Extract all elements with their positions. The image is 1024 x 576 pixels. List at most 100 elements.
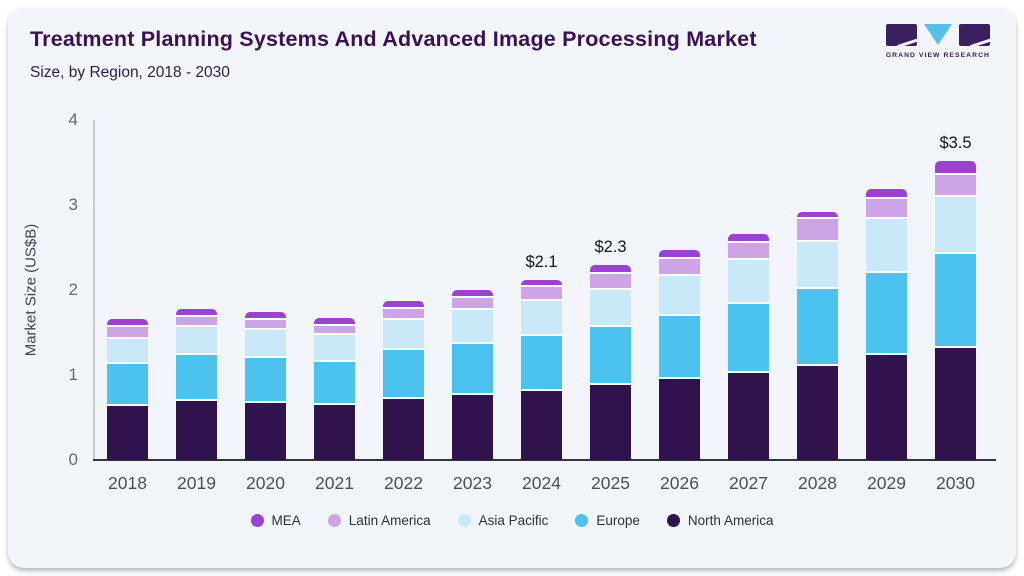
bar-2023 — [452, 120, 493, 460]
bar-segment-north-america — [935, 347, 976, 460]
bar-segment-mea — [866, 188, 907, 200]
bar-segment-mea — [728, 233, 769, 244]
bar-segment-asia-pacific — [866, 217, 907, 273]
bar-segment-europe — [728, 301, 769, 374]
grand-view-research-logo: GRAND VIEW RESEARCH — [878, 24, 990, 59]
x-axis-label: 2024 — [522, 473, 561, 493]
bar-segment-mea — [590, 265, 631, 274]
x-axis-label: 2020 — [246, 473, 285, 493]
bar-segment-europe — [935, 252, 976, 348]
chart-card: Treatment Planning Systems And Advanced … — [8, 8, 1016, 568]
bar-segment-mea — [797, 211, 838, 220]
x-axis-label: 2019 — [177, 473, 216, 493]
logo-triangle-icon — [924, 24, 952, 45]
logo-brand-text: GRAND VIEW RESEARCH — [885, 52, 990, 59]
bar-segment-europe — [521, 333, 562, 392]
bar-segment-latin-america — [728, 241, 769, 261]
bar-segment-latin-america — [659, 256, 700, 277]
bar-segment-asia-pacific — [314, 333, 355, 363]
bar-segment-north-america — [314, 404, 355, 460]
bar-segment-latin-america — [452, 295, 493, 310]
bar-segment-asia-pacific — [452, 307, 493, 345]
x-axis-label: 2027 — [729, 473, 768, 493]
x-axis-label: 2022 — [384, 473, 423, 493]
bar-2022 — [383, 120, 424, 460]
legend-swatch-icon — [666, 514, 680, 527]
bar-segment-mea — [107, 319, 148, 328]
y-tick-label: 3 — [68, 195, 78, 214]
x-axis-label: 2030 — [936, 473, 975, 493]
bar-segment-europe — [866, 271, 907, 356]
bar-segment-mea — [659, 249, 700, 259]
legend-item-latin-america: Latin America — [327, 513, 431, 528]
y-tick-label: 4 — [68, 110, 78, 129]
bar-segment-mea — [935, 161, 976, 176]
bar-segment-latin-america — [797, 217, 838, 242]
bar-segment-asia-pacific — [383, 317, 424, 351]
bar-2021 — [314, 120, 355, 460]
bar-segment-north-america — [728, 373, 769, 460]
bar-segment-latin-america — [245, 317, 286, 330]
bar-segment-asia-pacific — [797, 239, 838, 290]
bar-segment-mea — [314, 317, 355, 326]
legend-label: North America — [687, 513, 774, 528]
bar-segment-north-america — [590, 385, 631, 460]
legend-label: Europe — [596, 513, 640, 528]
y-tick-label: 0 — [68, 450, 78, 469]
y-tick-label: 2 — [68, 280, 78, 299]
bar-segment-europe — [797, 287, 838, 366]
bar-segment-latin-america — [866, 197, 907, 220]
x-axis-label: 2029 — [867, 473, 906, 493]
chart-legend: MEA Latin America Asia Pacific Europe North … — [8, 513, 1016, 528]
legend-label: Asia Pacific — [478, 513, 549, 528]
bar-segment-europe — [314, 360, 355, 405]
bar-segment-mea — [383, 300, 424, 309]
data-label: $2.1 — [525, 252, 558, 271]
plot-area: Market Size (US$B) 0 1 2 3 4 2018 2019 2020 2021… — [23, 111, 996, 493]
page-title: Treatment Planning Systems And Advanced … — [30, 27, 757, 51]
bar-2026 — [659, 120, 700, 460]
bar-segment-mea — [521, 279, 562, 288]
bar-segment-north-america — [452, 395, 493, 460]
bar-segment-latin-america — [107, 325, 148, 340]
page-subtitle: Size, by Region, 2018 - 2030 — [30, 64, 230, 81]
bar-segment-asia-pacific — [590, 288, 631, 327]
logo-shapes — [878, 24, 990, 48]
bar-segment-north-america — [245, 403, 286, 460]
bar-segment-asia-pacific — [107, 337, 148, 364]
x-axis-label: 2025 — [591, 473, 630, 493]
bar-segment-asia-pacific — [521, 299, 562, 336]
x-axis-label: 2026 — [660, 473, 699, 493]
bar-segment-asia-pacific — [935, 194, 976, 255]
bar-segment-latin-america — [383, 306, 424, 320]
bar-segment-asia-pacific — [245, 327, 286, 358]
bar-2027 — [728, 120, 769, 460]
legend-item-asia-pacific: Asia Pacific — [457, 513, 549, 528]
legend-swatch-icon — [250, 514, 264, 527]
bar-2029 — [866, 120, 907, 460]
legend-swatch-icon — [327, 514, 341, 527]
x-axis-label: 2028 — [798, 473, 837, 493]
bar-segment-europe — [176, 353, 217, 402]
bar-2028 — [797, 120, 838, 460]
bar-segment-europe — [107, 361, 148, 406]
bar-segment-europe — [452, 342, 493, 396]
logo-right-block-icon — [959, 24, 990, 46]
bar-segment-europe — [245, 356, 286, 404]
bar-2030 — [935, 120, 976, 460]
bar-2019 — [176, 120, 217, 460]
bar-2024 — [521, 120, 562, 460]
bar-segment-europe — [659, 313, 700, 380]
bar-segment-north-america — [176, 401, 217, 460]
bar-segment-latin-america — [176, 315, 217, 328]
legend-item-mea: MEA — [250, 513, 301, 528]
legend-label: Latin America — [348, 513, 431, 528]
bar-segment-europe — [383, 348, 424, 399]
bar-segment-north-america — [659, 379, 700, 460]
bar-segment-asia-pacific — [176, 325, 217, 356]
bar-2020 — [245, 120, 286, 460]
bar-segment-latin-america — [521, 285, 562, 302]
legend-swatch-icon — [575, 514, 589, 527]
x-axis-label: 2023 — [453, 473, 492, 493]
bar-segment-north-america — [521, 391, 562, 460]
